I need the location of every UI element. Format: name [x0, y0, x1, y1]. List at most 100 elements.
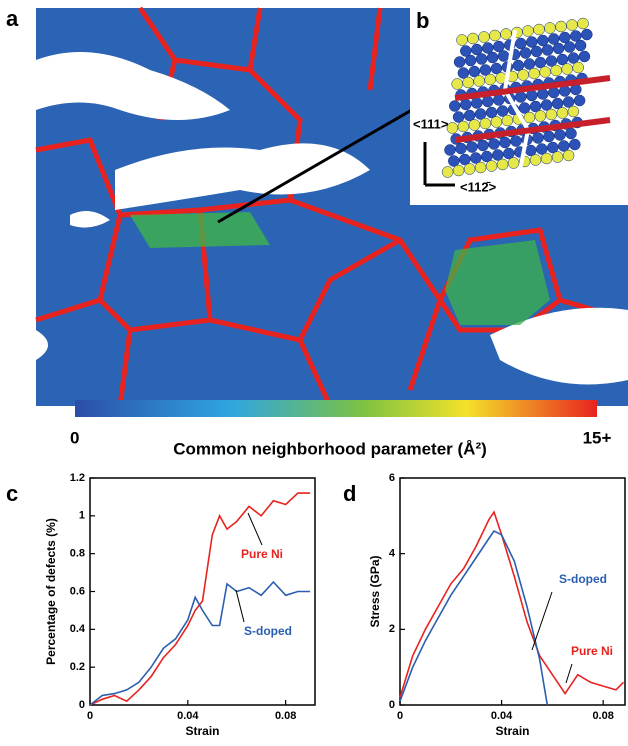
atom	[486, 51, 499, 64]
atom	[539, 66, 551, 78]
atom	[541, 44, 554, 56]
atom	[477, 139, 489, 152]
atom	[577, 17, 589, 30]
atom	[488, 138, 500, 150]
panel-label: a	[6, 6, 19, 31]
annotation: S-doped	[244, 624, 292, 638]
atom	[569, 138, 581, 151]
atom	[556, 107, 569, 119]
atom	[473, 75, 485, 87]
x-axis-label: Strain	[185, 724, 219, 738]
colorbar	[75, 400, 597, 417]
x-axis-label: Strain	[495, 724, 529, 738]
atom	[550, 64, 562, 77]
twin-region	[445, 240, 550, 325]
atom	[534, 110, 547, 122]
atom	[489, 29, 501, 42]
atom	[540, 152, 553, 165]
twin-region	[130, 212, 270, 248]
annotation: Pure Ni	[241, 547, 283, 561]
atom	[500, 28, 512, 40]
atom	[449, 100, 461, 112]
atom	[463, 163, 476, 175]
y-tick-label: 0.4	[70, 623, 86, 635]
y-axis-label: Percentage of defects (%)	[44, 518, 58, 665]
atom	[523, 111, 536, 124]
atom	[451, 78, 463, 90]
atom	[566, 19, 578, 31]
colorbar-title: Common neighborhood parameter (Å²)	[173, 439, 487, 458]
atom	[532, 132, 544, 144]
x-tick-label: 0.08	[592, 710, 613, 722]
atom	[453, 56, 466, 68]
atom	[528, 67, 540, 80]
twin-plane	[454, 75, 611, 101]
direction-label: <111>	[413, 116, 449, 131]
atom	[563, 41, 576, 53]
atom	[519, 47, 532, 59]
void	[490, 307, 628, 385]
atom	[515, 91, 527, 103]
atom	[543, 130, 555, 143]
x-tick-label: 0	[397, 710, 403, 722]
panel-label: d	[343, 481, 356, 506]
y-tick-label: 0	[79, 699, 85, 711]
atom	[574, 39, 587, 52]
atom	[565, 127, 577, 140]
y-tick-label: 6	[389, 472, 395, 484]
atom	[507, 157, 520, 169]
void	[70, 211, 110, 228]
atom	[482, 95, 494, 108]
atom	[479, 117, 492, 130]
atom	[499, 136, 511, 149]
data-line	[399, 510, 625, 698]
atom	[530, 45, 543, 58]
atom	[496, 158, 509, 171]
atom	[475, 53, 488, 65]
atom	[573, 94, 586, 107]
atom	[501, 114, 514, 127]
atom	[517, 69, 529, 81]
atom	[561, 63, 573, 75]
atom	[456, 34, 468, 46]
annotation: S-doped	[559, 572, 607, 586]
x-tick-label: 0.04	[491, 710, 513, 722]
atom	[474, 161, 487, 174]
colorbar-max: 15+	[583, 428, 612, 447]
atom	[526, 89, 538, 102]
plot-frame	[399, 477, 626, 706]
x-tick-label: 0.04	[177, 710, 199, 722]
atom	[484, 73, 496, 86]
leader-line	[565, 663, 573, 684]
direction-label: <112̄>	[460, 179, 497, 194]
atom	[544, 22, 556, 34]
atom	[581, 28, 593, 41]
atom	[466, 141, 478, 153]
leader-line	[235, 589, 245, 623]
y-axis-label: Stress (GPa)	[368, 555, 382, 627]
x-tick-label: 0.08	[275, 710, 296, 722]
leader-line	[531, 591, 553, 651]
atom	[462, 76, 474, 89]
atom	[510, 135, 522, 147]
y-tick-label: 2	[389, 623, 395, 635]
atom	[552, 42, 565, 55]
atom	[446, 122, 459, 134]
inset	[410, 0, 628, 205]
leader-line	[247, 512, 263, 546]
atom	[478, 31, 490, 43]
atom	[578, 50, 591, 63]
atom	[471, 97, 483, 109]
y-tick-label: 4	[389, 548, 396, 560]
atom	[529, 154, 542, 166]
atom	[497, 50, 510, 62]
atom	[467, 32, 479, 45]
atom	[490, 116, 503, 128]
twin-boundary	[502, 29, 531, 181]
colorbar-min: 0	[70, 428, 79, 447]
y-tick-label: 0	[389, 699, 395, 711]
y-tick-label: 0.8	[70, 548, 85, 560]
atom	[493, 94, 505, 106]
atom	[554, 129, 566, 141]
atom	[468, 119, 481, 131]
